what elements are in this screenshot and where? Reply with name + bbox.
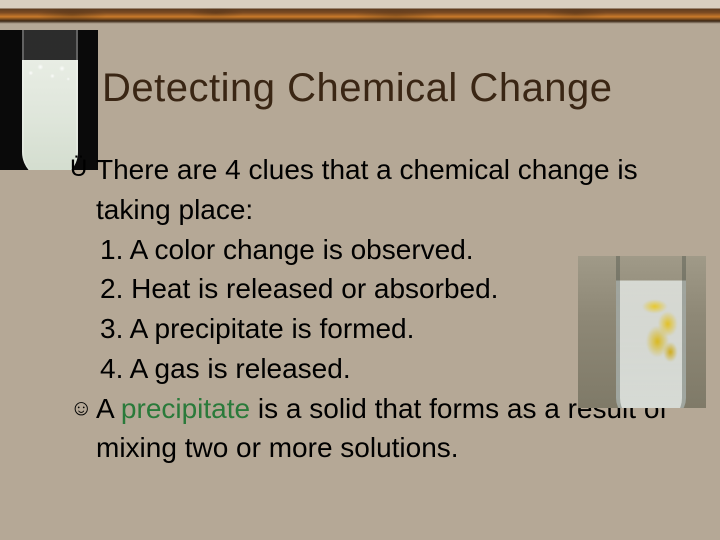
definition-prefix: A <box>96 393 121 424</box>
decorative-top-border <box>0 0 720 28</box>
test-tube-bubbles-image <box>0 30 98 170</box>
precipitate-image <box>578 256 706 408</box>
intro-bullet: Ü There are 4 clues that a chemical chan… <box>70 150 690 230</box>
bullet-arrow-icon: Ü <box>70 150 96 230</box>
slide-title: Detecting Chemical Change <box>102 66 613 111</box>
definition-keyword: precipitate <box>121 393 250 424</box>
intro-text: There are 4 clues that a chemical change… <box>96 150 690 230</box>
smiley-icon: ☺ <box>70 389 96 469</box>
